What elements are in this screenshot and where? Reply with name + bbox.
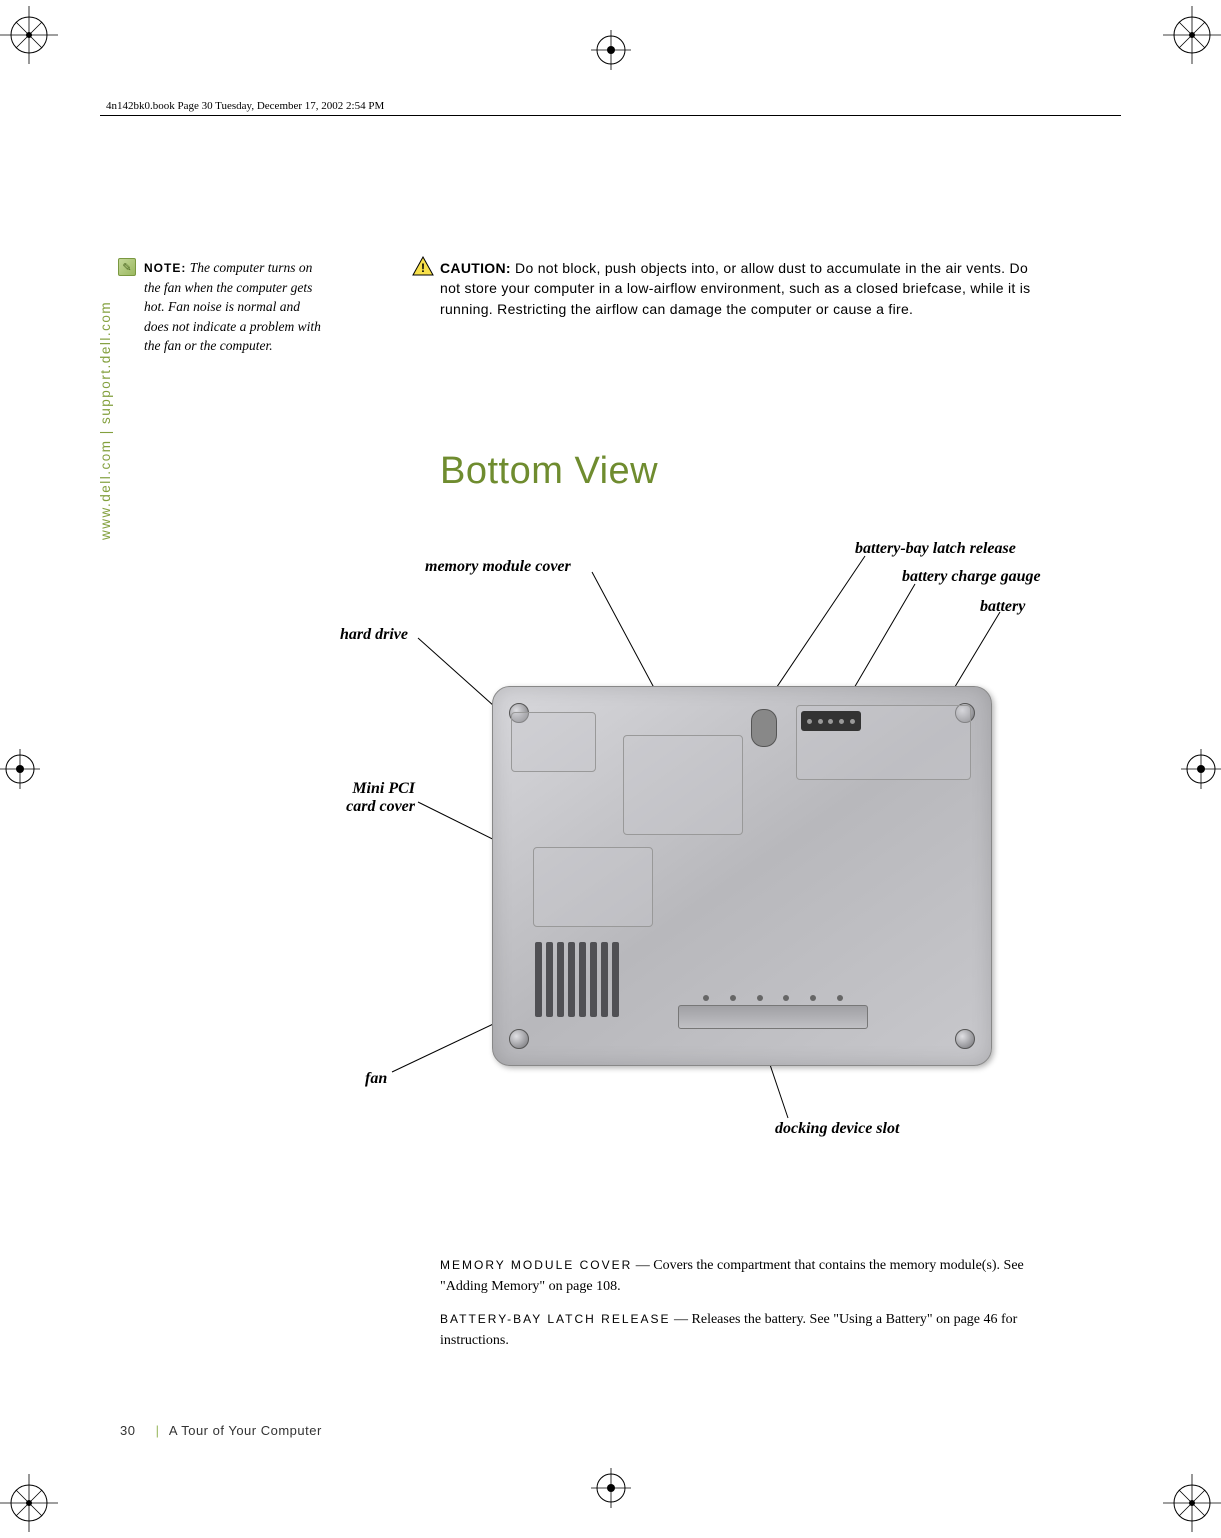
- caution-icon: !: [412, 256, 434, 276]
- crop-mark-ml: [0, 749, 40, 789]
- note-label: NOTE:: [144, 261, 186, 275]
- footer-divider: |: [156, 1423, 160, 1438]
- term-battery-latch: BATTERY-BAY LATCH RELEASE: [440, 1312, 671, 1326]
- term-sep: —: [632, 1258, 653, 1273]
- term-memory-module: MEMORY MODULE COVER: [440, 1258, 632, 1272]
- sidebar-url: www.dell.com | support.dell.com: [98, 301, 113, 540]
- latch-release: [751, 709, 777, 747]
- section-title: Bottom View: [440, 450, 658, 493]
- laptop-bottom-chassis: [492, 686, 992, 1066]
- crop-mark-bc: [591, 1468, 631, 1508]
- definitions-block: MEMORY MODULE COVER — Covers the compart…: [440, 1255, 1040, 1363]
- caution-block: ! CAUTION: Do not block, push objects in…: [440, 258, 1040, 319]
- dock-alignment-dots: [703, 995, 843, 1001]
- caution-body: Do not block, push objects into, or allo…: [440, 260, 1030, 317]
- crop-mark-mr: [1181, 749, 1221, 789]
- fan-vent: [535, 942, 619, 1017]
- crop-mark-tc: [591, 30, 631, 70]
- caution-label: CAUTION:: [440, 260, 515, 276]
- bottom-view-diagram: memory module cover battery-bay latch re…: [340, 540, 1060, 1180]
- crop-mark-bl: [0, 1474, 58, 1532]
- hard-drive-panel: [511, 712, 596, 772]
- screw: [509, 1029, 529, 1049]
- svg-text:!: !: [421, 261, 425, 275]
- screw: [955, 1029, 975, 1049]
- page-number: 30: [120, 1423, 135, 1438]
- charge-gauge: [801, 711, 861, 731]
- memory-cover-panel: [623, 735, 743, 835]
- crop-mark-br: [1163, 1474, 1221, 1532]
- crop-mark-tl: [0, 6, 58, 64]
- term-sep: —: [671, 1312, 692, 1327]
- crop-mark-tr: [1163, 6, 1221, 64]
- chapter-title: A Tour of Your Computer: [169, 1423, 322, 1438]
- header-rule: [100, 115, 1121, 116]
- note-icon: ✎: [118, 258, 136, 276]
- docking-slot: [678, 1005, 868, 1029]
- note-block: ✎ NOTE: The computer turns on the fan wh…: [120, 258, 325, 356]
- page-footer: 30 | A Tour of Your Computer: [120, 1423, 322, 1438]
- running-head: 4n142bk0.book Page 30 Tuesday, December …: [106, 100, 384, 112]
- mini-pci-panel: [533, 847, 653, 927]
